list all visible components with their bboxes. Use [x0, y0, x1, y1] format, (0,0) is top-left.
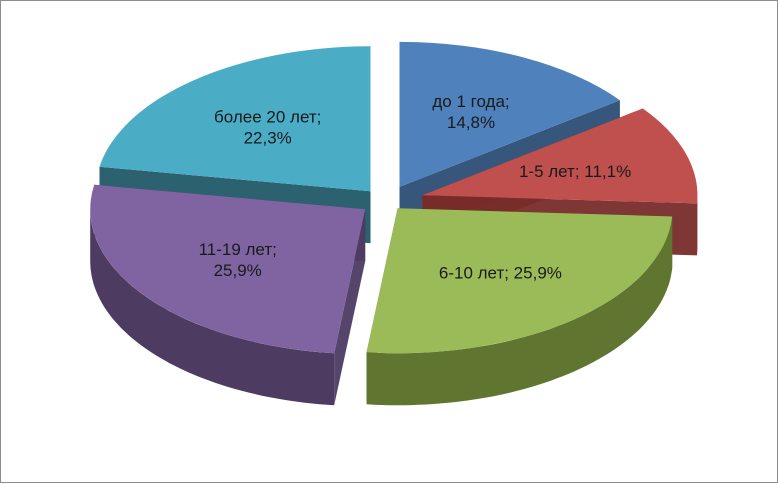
slice-label-2-line-1: 1-5 лет; 11,1%: [519, 162, 631, 181]
slice-label-5-line-2: 22,3%: [244, 129, 292, 148]
slice-label-4-line-1: 11-19 лет;: [199, 240, 277, 259]
slice-label-1-line-2: 14,8%: [447, 113, 495, 132]
slice-label-3-line-1: 6-10 лет; 25,9%: [439, 264, 562, 283]
slice-label-5-line-1: более 20 лет;: [214, 108, 321, 127]
slice-label-1-line-1: до 1 года;: [432, 92, 509, 111]
slice-label-4-line-2: 25,9%: [214, 261, 262, 280]
